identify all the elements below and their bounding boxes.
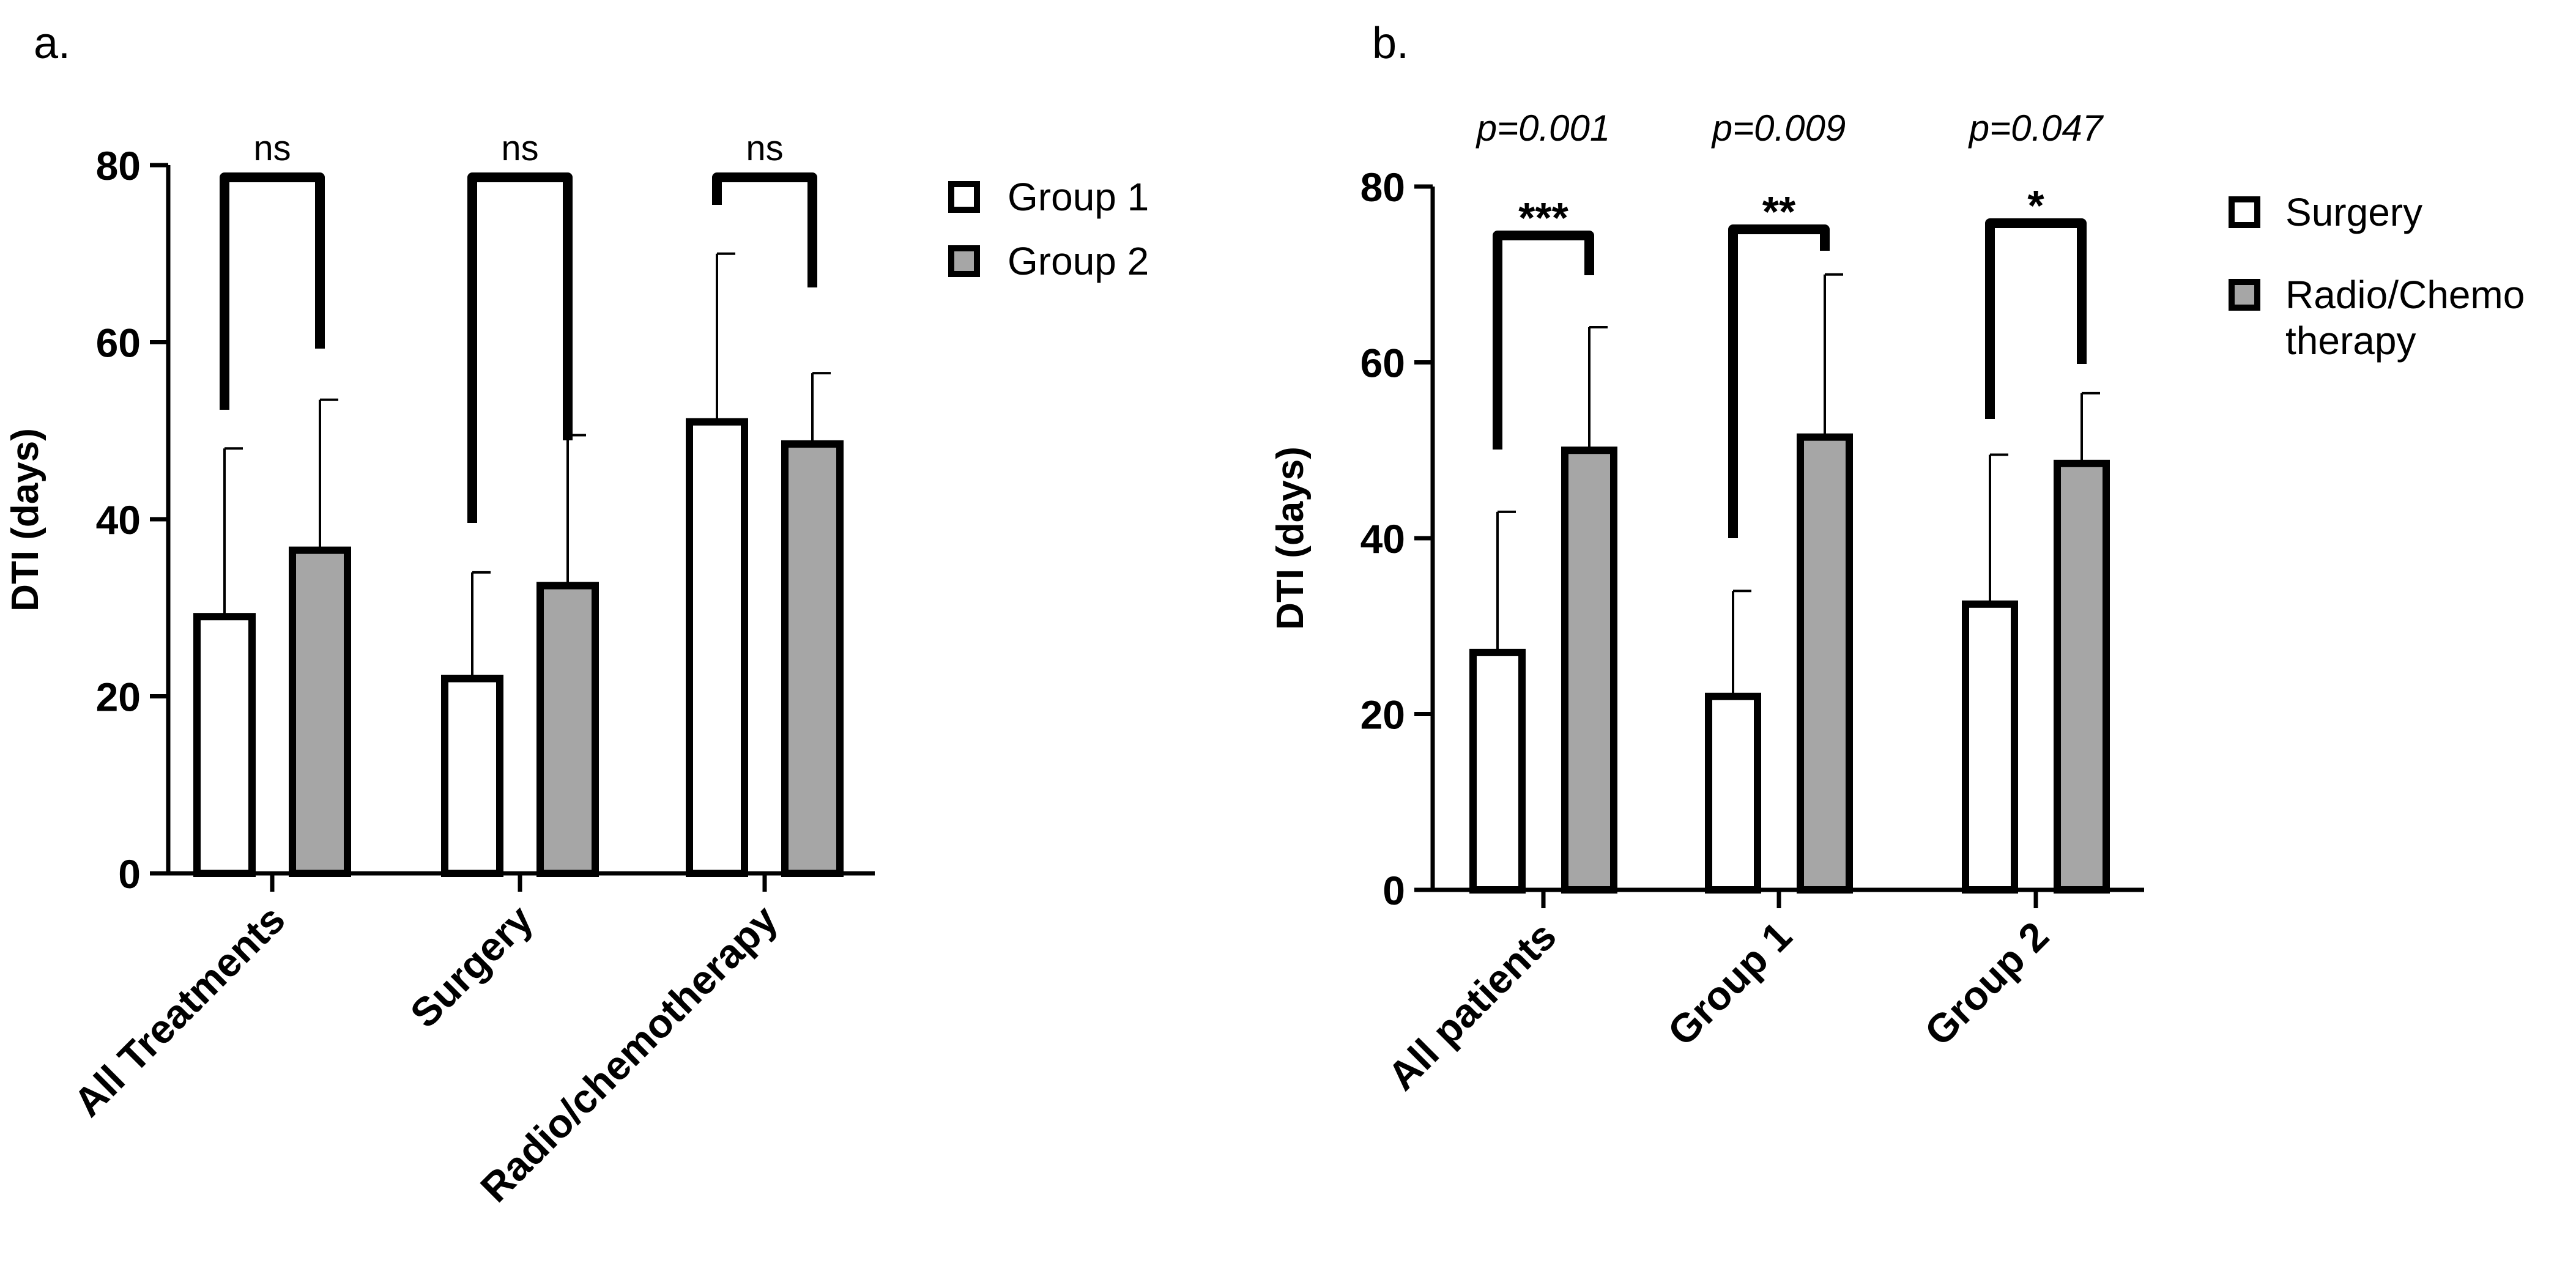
legend-label: Surgery bbox=[2285, 190, 2422, 234]
y-tick-label: 60 bbox=[96, 320, 141, 366]
legend-label: therapy bbox=[2285, 319, 2416, 363]
significance-label: ns bbox=[501, 128, 538, 168]
x-tick-label: Group 1 bbox=[1659, 913, 1800, 1054]
significance-label: ns bbox=[253, 128, 291, 168]
y-tick-label: 20 bbox=[96, 675, 141, 720]
x-tick-label: All Treatments bbox=[65, 897, 294, 1125]
panel-a: a. 0 20 40 60 80 DTI (days) All Treatments ns Su… bbox=[4, 19, 1149, 1211]
legend-label: Radio/Chemo bbox=[2285, 273, 2525, 317]
significance-bracket bbox=[220, 172, 325, 410]
legend-swatch bbox=[948, 181, 980, 213]
bar-series1 bbox=[1705, 692, 1761, 894]
legend-label: Group 1 bbox=[1008, 175, 1149, 219]
y-tick-label: 40 bbox=[96, 497, 141, 542]
y-tick-label: 0 bbox=[118, 851, 141, 897]
significance-label: *** bbox=[1518, 194, 1568, 242]
bar-series2 bbox=[289, 546, 351, 877]
significance-label: ns bbox=[746, 128, 783, 168]
x-tick-label: Surgery bbox=[401, 896, 541, 1036]
significance-bracket bbox=[1493, 231, 1594, 450]
y-axis-label: DTI (days) bbox=[4, 428, 46, 612]
significance-bracket bbox=[1985, 218, 2087, 419]
significance-label: ** bbox=[1762, 188, 1796, 235]
legend-swatch bbox=[2229, 279, 2260, 311]
y-tick-label: 80 bbox=[96, 143, 141, 188]
bar-series2 bbox=[536, 582, 599, 877]
y-tick-label: 20 bbox=[1360, 692, 1405, 738]
bar-series2 bbox=[781, 440, 844, 877]
p-value-label: p=0.047 bbox=[1968, 108, 2104, 149]
p-value-label: p=0.001 bbox=[1475, 108, 1611, 149]
bar-series1 bbox=[1962, 600, 2018, 894]
p-value-label: p=0.009 bbox=[1711, 108, 1846, 149]
bar-series1 bbox=[441, 675, 503, 878]
bar-series2 bbox=[1561, 446, 1617, 894]
y-tick-label: 0 bbox=[1383, 868, 1405, 913]
significance-bracket bbox=[712, 172, 817, 287]
legend-swatch bbox=[948, 245, 980, 277]
bar-series1 bbox=[686, 418, 748, 877]
y-tick-label: 80 bbox=[1360, 165, 1405, 210]
legend-label: Group 2 bbox=[1008, 239, 1149, 283]
x-tick-label: Group 2 bbox=[1916, 913, 2057, 1054]
x-tick-label: All patients bbox=[1379, 913, 1565, 1099]
significance-bracket bbox=[1728, 224, 1830, 538]
legend-swatch bbox=[2229, 196, 2260, 228]
bar-series1 bbox=[1469, 648, 1526, 894]
panel-b-label: b. bbox=[1372, 19, 1409, 68]
y-tick-label: 60 bbox=[1360, 341, 1405, 386]
y-tick-label: 40 bbox=[1360, 516, 1405, 561]
significance-label: * bbox=[2027, 182, 2044, 229]
significance-bracket bbox=[467, 172, 573, 523]
y-axis-label: DTI (days) bbox=[1269, 446, 1312, 630]
panel-a-label: a. bbox=[34, 19, 70, 68]
bar-series2 bbox=[1797, 433, 1853, 894]
bar-series2 bbox=[2054, 459, 2110, 894]
bar-series1 bbox=[193, 613, 256, 877]
